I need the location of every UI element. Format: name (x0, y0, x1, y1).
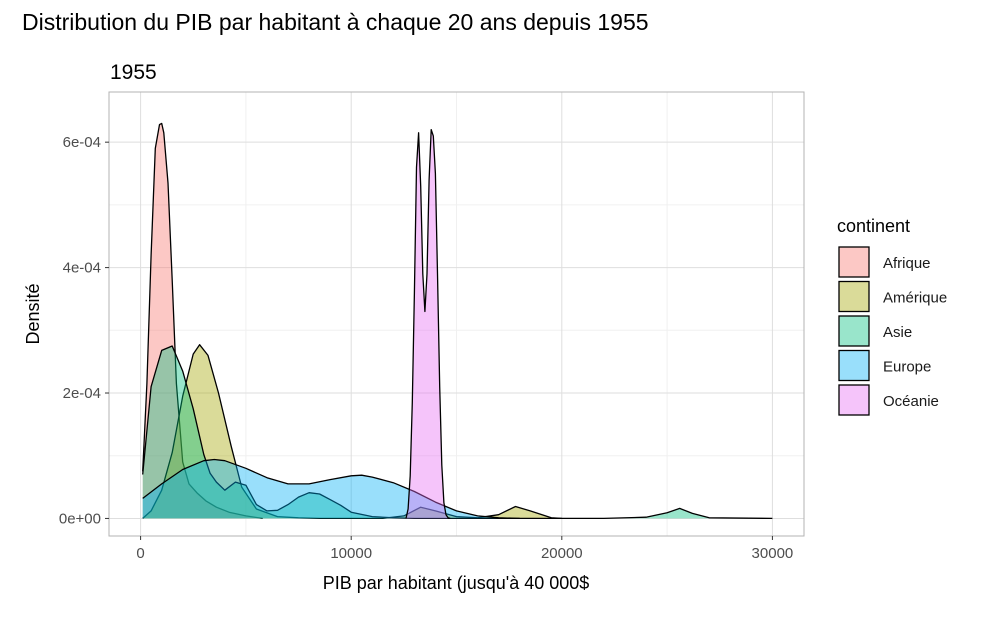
density-outline-oceanie (405, 128, 451, 520)
legend-key-bg (838, 246, 870, 278)
legend-swatch (838, 246, 870, 278)
x-tick-label: 10000 (330, 545, 372, 562)
density-outline-asie (142, 345, 773, 520)
density-outline-afrique (142, 122, 263, 520)
density-area-oceanie (406, 129, 451, 519)
x-tick-label: 30000 (752, 545, 794, 562)
y-axis-title: Densité (23, 283, 43, 344)
legend-key-bg (838, 349, 870, 382)
legend-label: Europe (883, 359, 931, 376)
y-tick-label: 4e-04 (63, 260, 101, 277)
legend: continent Afrique Amérique Asie Europe Océan… (837, 216, 947, 416)
x-tick-label: 20000 (541, 545, 583, 562)
legend-swatch (838, 280, 870, 313)
density-area-europe (142, 459, 520, 519)
chart-title: Distribution du PIB par habitant à chaqu… (22, 9, 649, 35)
density-area-amerique (142, 344, 562, 519)
chart-subtitle: 1955 (110, 61, 157, 84)
legend-swatch (838, 384, 870, 416)
legend-key-bg (838, 280, 870, 313)
legend-swatch (838, 315, 870, 347)
density-area-asie (142, 346, 773, 519)
y-tick-label: 6e-04 (63, 134, 101, 151)
y-tick-label: 2e-04 (63, 385, 101, 402)
legend-key-bg (838, 384, 870, 416)
legend-title: continent (837, 216, 910, 236)
grid-minor (109, 92, 804, 536)
y-tick-label: 0e+00 (59, 510, 101, 527)
density-series (142, 122, 773, 520)
plot-border (108, 91, 805, 537)
legend-label: Afrique (883, 255, 931, 272)
legend-label: Océanie (883, 393, 939, 410)
x-tick-label: 0 (136, 545, 144, 562)
y-axis: 0e+00 2e-04 4e-04 6e-04 (59, 134, 109, 527)
legend-label: Amérique (883, 290, 947, 307)
legend-label: Asie (883, 324, 912, 341)
density-outline-europe (142, 458, 520, 520)
x-axis-title: PIB par habitant (jusqu'à 40 000$ (323, 573, 590, 593)
x-axis: 0 10000 20000 30000 (136, 536, 793, 562)
legend-key-bg (838, 315, 870, 347)
legend-swatch (838, 349, 870, 382)
density-area-afrique (142, 123, 263, 519)
